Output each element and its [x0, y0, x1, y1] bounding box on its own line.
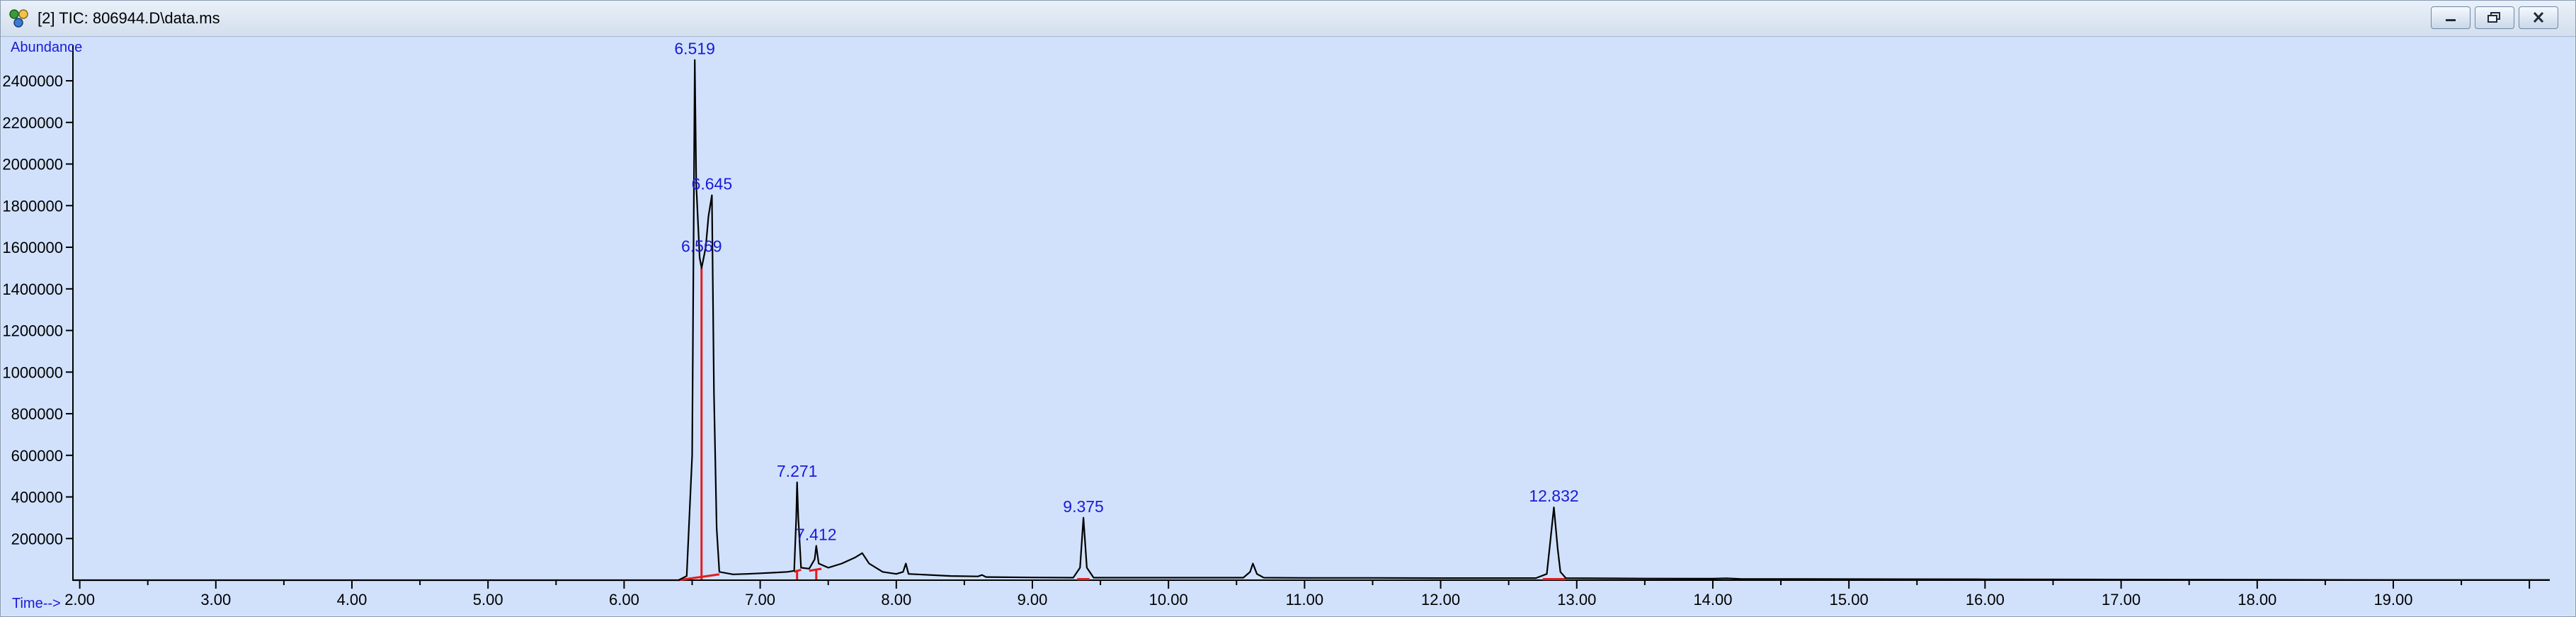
y-tick-label: 600000: [11, 447, 63, 465]
y-axis-label: Abundance: [11, 40, 82, 55]
peak-label: 7.271: [777, 462, 818, 480]
x-tick-label: 13.00: [1557, 591, 1596, 608]
peak-label: 6.645: [692, 175, 733, 193]
x-tick-label: 4.00: [337, 591, 367, 608]
chromatogram-app-icon[interactable]: [8, 8, 30, 29]
y-tick-label: 1600000: [2, 239, 63, 256]
x-tick-label: 3.00: [200, 591, 231, 608]
y-tick-label: 2400000: [2, 72, 63, 90]
x-tick-label: 11.00: [1286, 591, 1323, 608]
x-tick-label: 5.00: [473, 591, 503, 608]
y-tick-label: 800000: [11, 405, 63, 423]
x-tick-label: 7.00: [745, 591, 775, 608]
tic-trace: [73, 59, 2550, 582]
x-tick-label: 16.00: [1966, 591, 2005, 608]
x-tick-label: 17.00: [2102, 591, 2141, 608]
y-tick-label: 2000000: [2, 156, 63, 174]
x-tick-label: 14.00: [1693, 591, 1732, 608]
x-tick-label: 10.00: [1149, 591, 1188, 608]
restore-icon: [2487, 12, 2500, 23]
window-title: [2] TIC: 806944.D\data.ms: [38, 9, 220, 27]
y-tick-label: 2200000: [2, 114, 63, 132]
baseline-layer: [678, 268, 1566, 582]
minimize-button[interactable]: [2431, 6, 2470, 29]
x-tick-label: 12.00: [1421, 591, 1460, 608]
peak-label: 6.569: [681, 237, 722, 256]
title-bar[interactable]: [2] TIC: 806944.D\data.ms: [1, 1, 2575, 37]
chart-area[interactable]: 200000 400000 600000 800000 1000000 1200000 14…: [2, 37, 2574, 615]
x-tick-label: 6.00: [609, 591, 639, 608]
x-tick-label: 18.00: [2238, 591, 2276, 608]
restore-button[interactable]: [2475, 6, 2514, 29]
minimize-icon: [2446, 19, 2456, 21]
tic-chart[interactable]: 200000 400000 600000 800000 1000000 1200000 14…: [2, 37, 2574, 615]
axes: 200000 400000 600000 800000 1000000 1200000 14…: [2, 45, 2550, 608]
x-axis-label: Time-->: [12, 596, 61, 611]
y-tick-label: 400000: [11, 489, 63, 506]
x-tick-label: 9.00: [1018, 591, 1048, 608]
peak-label: 6.519: [674, 40, 715, 58]
y-tick-label: 1000000: [2, 363, 63, 381]
label-layer: 6.519 6.645 6.569 7.271 7.412 9.375 12.832: [674, 40, 1578, 544]
x-tick-label: 19.00: [2373, 591, 2412, 608]
y-tick-label: 1800000: [2, 197, 63, 215]
y-tick-label: 1200000: [2, 322, 63, 340]
peak-label: 12.832: [1529, 487, 1578, 505]
integration-baseline: [678, 573, 720, 582]
peak-label: 7.412: [796, 526, 837, 544]
y-tick-label: 200000: [11, 530, 63, 548]
y-tick-label: 1400000: [2, 281, 63, 298]
x-tick-label: 8.00: [881, 591, 911, 608]
close-button[interactable]: [2519, 6, 2558, 29]
trace-layer: [73, 59, 2550, 582]
close-icon: [2533, 11, 2544, 23]
peak-label: 9.375: [1063, 497, 1104, 516]
x-tick-label: 15.00: [1830, 591, 1869, 608]
x-tick-label: 2.00: [64, 591, 95, 608]
